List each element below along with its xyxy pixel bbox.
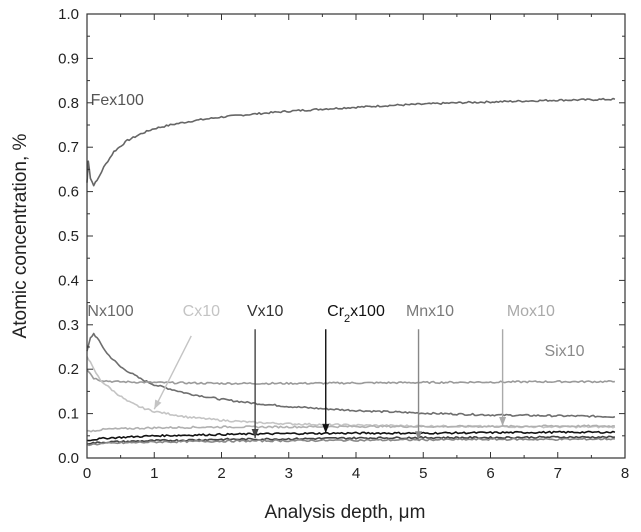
y-tick-label: 0.8 <box>58 95 79 112</box>
arrow-head <box>322 424 330 434</box>
arrow-head <box>154 399 162 410</box>
arrow-head <box>415 431 423 441</box>
y-tick-label: 1.0 <box>58 6 79 23</box>
series-line-fex100 <box>86 97 616 187</box>
arrow-line <box>153 335 192 410</box>
series-line-cx10 <box>86 356 616 429</box>
series-line-mox10 <box>86 424 615 433</box>
series-layer <box>86 97 616 447</box>
y-tick-label: 0.0 <box>58 450 79 467</box>
x-tick-label: 4 <box>352 465 360 482</box>
x-tick-label: 3 <box>285 465 293 482</box>
plot-frame <box>86 13 626 459</box>
label-subscript: 2 <box>344 313 350 325</box>
y-tick-label: 0.1 <box>58 406 79 423</box>
series-line-six10 <box>86 369 615 386</box>
label-suffix: x100 <box>350 303 385 320</box>
series-line-cr2x100 <box>86 430 616 442</box>
series-label: Mox10 <box>507 303 555 320</box>
series-label: Cr2x100 <box>327 303 385 325</box>
y-tick-label: 0.2 <box>58 361 79 378</box>
y-tick-label: 0.7 <box>58 139 79 156</box>
series-label: Six10 <box>544 343 584 360</box>
series-line-mnx10 <box>86 437 615 447</box>
x-tick-label: 0 <box>83 465 91 482</box>
series-label: Mnx10 <box>406 303 454 320</box>
axis-layer: 0 1 2 3 4 5 6 7 8 0.0 0.1 0.2 0.3 0.4 0.5 0.6 0.7 0.8 0.9 1… <box>58 6 629 482</box>
x-tick-label: 5 <box>419 465 427 482</box>
y-tick-label: 0.5 <box>58 228 79 245</box>
arrow-head <box>251 429 259 439</box>
series-label: Cx10 <box>183 303 220 320</box>
series-label: Nx100 <box>87 303 133 320</box>
x-tick-label: 8 <box>621 465 629 482</box>
y-axis-title: Atomic concentration, % <box>10 133 31 338</box>
x-tick-label: 1 <box>150 465 158 482</box>
series-label: Vx10 <box>247 303 284 320</box>
y-tick-label: 0.6 <box>58 184 79 201</box>
x-axis-title: Analysis depth, μm <box>265 502 426 523</box>
y-tick-label: 0.9 <box>58 50 79 67</box>
series-label: Fex100 <box>91 92 144 109</box>
x-tick-label: 6 <box>486 465 494 482</box>
y-tick-label: 0.4 <box>58 272 79 289</box>
x-tick-label: 7 <box>554 465 562 482</box>
arrow-layer <box>153 329 507 441</box>
arrow-head <box>499 417 507 427</box>
series-line-nx100 <box>86 332 616 419</box>
label-layer: Fex100 Six10 Nx100 Cx10 Vx10 Cr2x100 Mnx10 Mox1… <box>87 92 584 360</box>
series-line-vx10 <box>87 435 615 445</box>
y-tick-label: 0.3 <box>58 317 79 334</box>
x-tick-label: 2 <box>217 465 225 482</box>
